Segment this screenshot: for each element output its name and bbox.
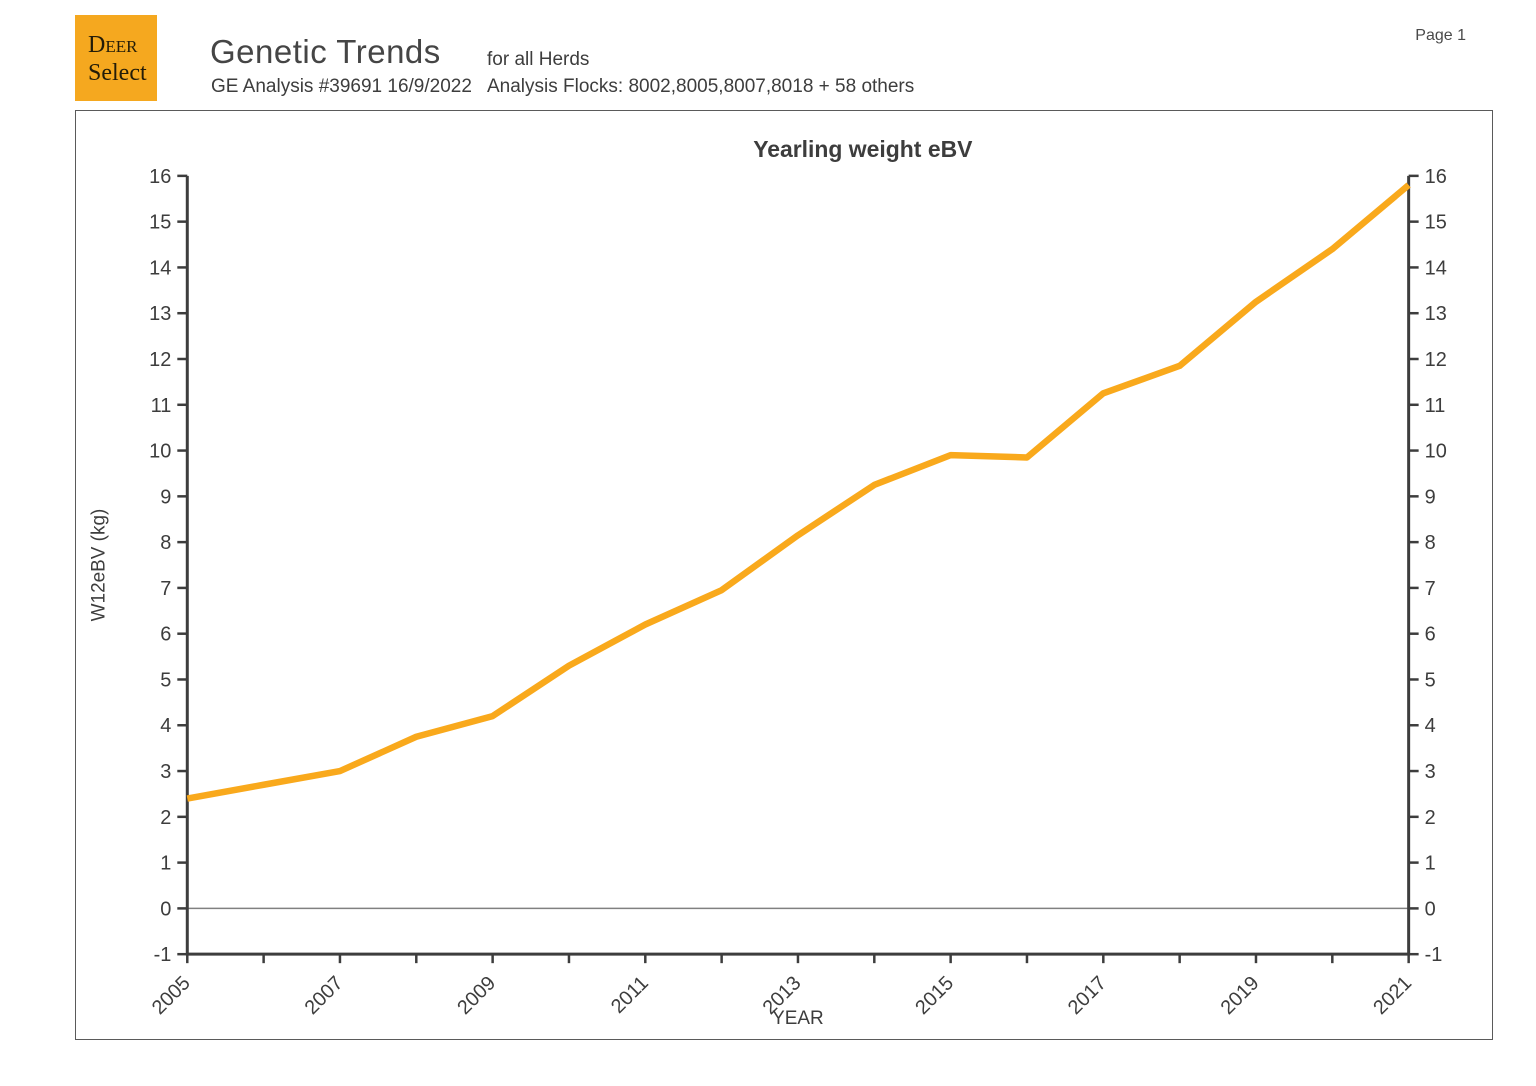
x-tick-label: 2021 <box>1369 972 1416 1019</box>
y-tick-label-left: 6 <box>160 624 171 646</box>
chart-title: Yearling weight eBV <box>753 136 973 162</box>
y-tick-label-left: 13 <box>149 303 171 325</box>
x-tick-label: 2017 <box>1064 972 1111 1019</box>
y-tick-label-left: 10 <box>149 441 171 463</box>
y-tick-label-right: 5 <box>1425 669 1436 691</box>
y-tick-label-right: 0 <box>1425 898 1436 920</box>
y-tick-label-left: 0 <box>160 898 171 920</box>
report-subtitle: GE Analysis #39691 16/9/2022 <box>211 76 472 97</box>
y-tick-label-right: 9 <box>1425 486 1436 508</box>
y-tick-label-left: 11 <box>151 395 172 417</box>
report-title: Genetic Trends <box>210 33 441 70</box>
y-tick-label-right: -1 <box>1425 944 1443 966</box>
report-flocks: Analysis Flocks: 8002,8005,8007,8018 + 5… <box>487 76 915 97</box>
y-tick-label-right: 10 <box>1425 441 1447 463</box>
x-tick-label: 2015 <box>911 972 958 1019</box>
x-axis-label: YEAR <box>772 1008 824 1029</box>
chart-line <box>186 182 1411 802</box>
y-tick-label-right: 12 <box>1425 349 1447 371</box>
y-tick-label-left: -1 <box>154 944 172 966</box>
y-tick-label-left: 16 <box>149 166 171 188</box>
y-tick-label-left: 3 <box>160 761 171 783</box>
page-number: Page 1 <box>1415 27 1466 44</box>
x-tick-label: 2005 <box>148 972 195 1019</box>
y-tick-label-right: 6 <box>1425 624 1436 646</box>
y-tick-label-right: 7 <box>1425 578 1436 600</box>
x-tick-label: 2019 <box>1217 972 1264 1019</box>
y-tick-label-left: 8 <box>160 532 171 554</box>
report-scope: for all Herds <box>487 49 590 70</box>
x-tick-label: 2011 <box>607 972 653 1018</box>
logo-line1: Deer <box>88 32 138 58</box>
y-tick-label-left: 7 <box>160 578 171 600</box>
y-tick-label-left: 14 <box>149 257 171 279</box>
y-tick-label-right: 1 <box>1425 853 1436 875</box>
y-tick-label-left: 15 <box>149 212 171 234</box>
axes <box>185 175 1411 956</box>
y-tick-label-left: 2 <box>160 807 171 829</box>
y-tick-label-left: 9 <box>160 486 171 508</box>
y-tick-label-right: 14 <box>1425 257 1447 279</box>
y-tick-label-right: 13 <box>1425 303 1447 325</box>
logo-line2: Select <box>88 60 147 87</box>
y-tick-label-left: 1 <box>160 853 171 875</box>
y-tick-label-left: 4 <box>160 715 171 737</box>
y-tick-label-right: 2 <box>1425 807 1436 829</box>
y-tick-label-left: 12 <box>149 349 171 371</box>
y-tick-label-right: 16 <box>1425 166 1447 188</box>
deer-select-logo: Deer Select <box>75 15 157 101</box>
y-axis-label: W12eBV (kg) <box>88 509 109 622</box>
y-tick-label-right: 4 <box>1425 715 1436 737</box>
x-tick-label: 2007 <box>301 972 348 1019</box>
y-tick-label-right: 11 <box>1425 395 1446 417</box>
y-tick-label-right: 8 <box>1425 532 1436 554</box>
chart-frame: -1 -1 0 0 1 1 2 2 3 3 4 4 5 5 6 6 7 7 8 8 9 9 10 10 11 11 12 12 13 13… <box>75 110 1493 1040</box>
y-tick-label-right: 15 <box>1425 212 1447 234</box>
y-tick-label-left: 5 <box>160 669 171 691</box>
x-tick-label: 2009 <box>453 972 500 1019</box>
y-tick-label-right: 3 <box>1425 761 1436 783</box>
